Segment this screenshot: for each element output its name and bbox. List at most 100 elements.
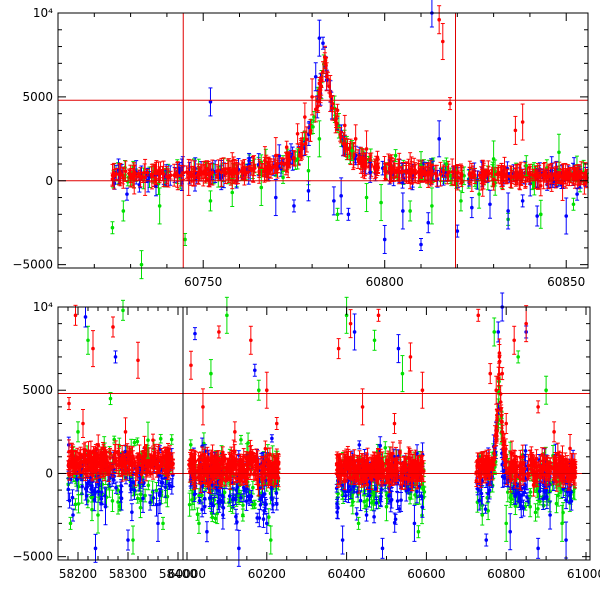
data-point [73, 498, 78, 511]
y-tick-label: 0 [45, 174, 53, 188]
data-point [372, 510, 377, 524]
data-point [135, 437, 140, 446]
data-point [121, 200, 126, 222]
data-point [216, 325, 221, 339]
data-point [492, 317, 497, 347]
data-point [357, 440, 362, 450]
data-point [208, 359, 213, 389]
data-point [113, 350, 118, 364]
data-point [313, 62, 318, 92]
data-point [516, 350, 521, 364]
y-tick-label: 5000 [22, 383, 53, 397]
data-point [419, 238, 424, 252]
data-point [143, 158, 148, 196]
data-point [145, 168, 150, 177]
data-point [274, 497, 279, 511]
data-point [392, 413, 397, 435]
data-point [220, 500, 225, 530]
data-point [544, 375, 549, 405]
y-tick-label: −5000 [12, 258, 53, 272]
data-point [248, 325, 253, 355]
data-point [533, 503, 538, 522]
data-point [83, 306, 88, 328]
x-tick-label: 60800 [366, 275, 404, 289]
data-point [437, 5, 442, 35]
x-tick-label: 60800 [487, 567, 525, 581]
data-point [575, 187, 580, 201]
data-point [223, 162, 228, 185]
data-point [372, 329, 377, 351]
data-point [204, 521, 209, 543]
data-point [536, 400, 541, 414]
top-cloud [110, 45, 590, 197]
data-point [512, 325, 517, 355]
data-point [408, 200, 413, 222]
data-point [348, 309, 353, 339]
x-tick-label: 60000 [168, 567, 206, 581]
data-point [469, 197, 474, 219]
data-point [126, 529, 130, 551]
data-point [364, 508, 369, 522]
data-point [273, 179, 278, 217]
data-point [291, 199, 296, 213]
data-point [81, 409, 85, 439]
data-point [538, 199, 543, 229]
data-point [86, 325, 90, 355]
data-point [192, 327, 197, 341]
data-point [169, 434, 174, 445]
data-point [123, 417, 128, 447]
data-point [506, 192, 511, 230]
data-point [564, 197, 569, 235]
data-point [331, 186, 336, 216]
data-point [487, 189, 492, 219]
x-tick-label: 58200 [59, 567, 97, 581]
data-point [513, 115, 518, 145]
data-point [520, 194, 525, 208]
data-point [360, 388, 365, 426]
data-point [317, 19, 322, 57]
data-point [364, 183, 369, 213]
y-tick-label: 5000 [22, 90, 53, 104]
data-point [500, 367, 505, 381]
data-point [400, 355, 405, 393]
data-point [488, 363, 493, 385]
data-point [400, 192, 405, 230]
data-point [238, 434, 243, 445]
data-point [268, 525, 273, 555]
data-point [420, 371, 425, 409]
data-point [476, 308, 481, 322]
x-tick-label: 60750 [184, 275, 222, 289]
data-point [197, 496, 202, 505]
data-point [269, 434, 274, 443]
data-point [339, 177, 344, 215]
data-point [379, 184, 384, 222]
data-point [111, 316, 115, 338]
data-point [486, 501, 491, 521]
data-point [186, 158, 191, 196]
data-point [380, 537, 385, 559]
data-point [93, 533, 98, 563]
data-point [484, 533, 489, 547]
data-point [346, 207, 351, 221]
data-point [524, 305, 529, 343]
data-point [344, 296, 349, 334]
data-point [208, 87, 213, 117]
data-point [416, 525, 421, 539]
y-tick-label: 10⁴ [33, 300, 53, 314]
data-point [108, 392, 113, 406]
data-point [352, 313, 357, 351]
data-point [508, 513, 513, 551]
x-tick-label: 60600 [407, 567, 445, 581]
data-point [124, 187, 129, 201]
data-point [236, 529, 241, 567]
data-point [257, 508, 262, 528]
data-point [571, 197, 576, 211]
data-point [224, 296, 229, 334]
data-point [520, 103, 525, 141]
data-point [317, 120, 322, 158]
data-point [535, 205, 540, 227]
data-point [274, 417, 279, 431]
data-point [76, 421, 80, 443]
data-point [240, 508, 245, 522]
